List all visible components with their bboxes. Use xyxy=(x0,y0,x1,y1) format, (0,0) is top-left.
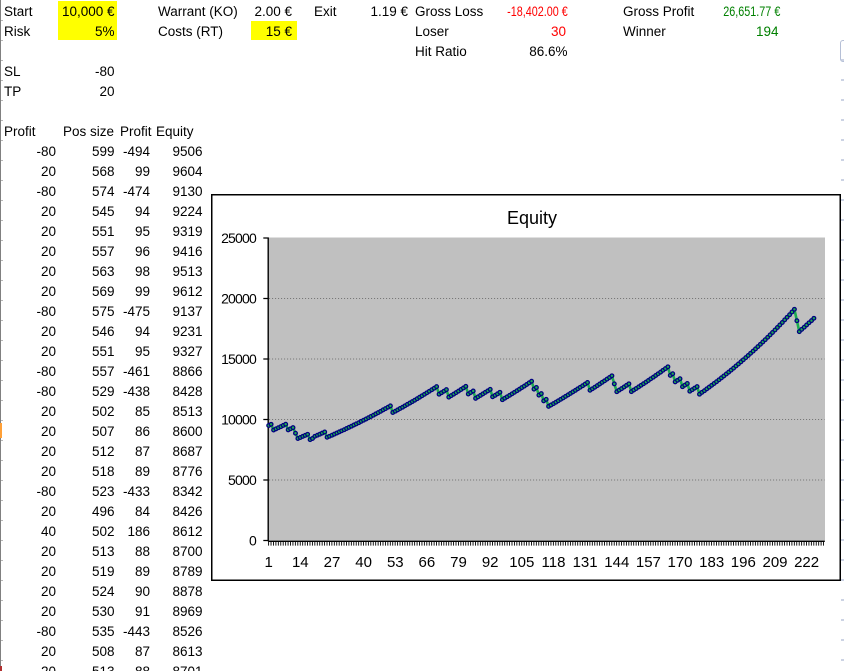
svg-text:209: 209 xyxy=(762,554,787,571)
svg-text:144: 144 xyxy=(604,554,629,571)
svg-text:66: 66 xyxy=(419,554,436,571)
svg-text:196: 196 xyxy=(731,554,756,571)
svg-text:25000: 25000 xyxy=(221,230,257,246)
svg-text:14: 14 xyxy=(292,554,309,571)
svg-text:27: 27 xyxy=(324,554,341,571)
svg-text:92: 92 xyxy=(482,554,499,571)
svg-text:20000: 20000 xyxy=(221,291,257,307)
svg-text:118: 118 xyxy=(542,554,566,571)
svg-text:5000: 5000 xyxy=(228,472,257,488)
svg-text:170: 170 xyxy=(667,554,692,571)
svg-text:10000: 10000 xyxy=(221,412,257,428)
svg-text:1: 1 xyxy=(265,554,273,571)
svg-text:Equity: Equity xyxy=(507,208,557,228)
svg-text:15000: 15000 xyxy=(221,351,257,367)
svg-text:0: 0 xyxy=(249,533,257,549)
svg-text:53: 53 xyxy=(387,554,404,571)
svg-text:79: 79 xyxy=(450,554,467,571)
svg-text:105: 105 xyxy=(509,554,534,571)
svg-text:131: 131 xyxy=(573,554,598,571)
svg-text:40: 40 xyxy=(355,554,372,571)
svg-text:157: 157 xyxy=(636,554,661,571)
svg-text:222: 222 xyxy=(794,554,819,571)
svg-text:183: 183 xyxy=(699,554,724,571)
